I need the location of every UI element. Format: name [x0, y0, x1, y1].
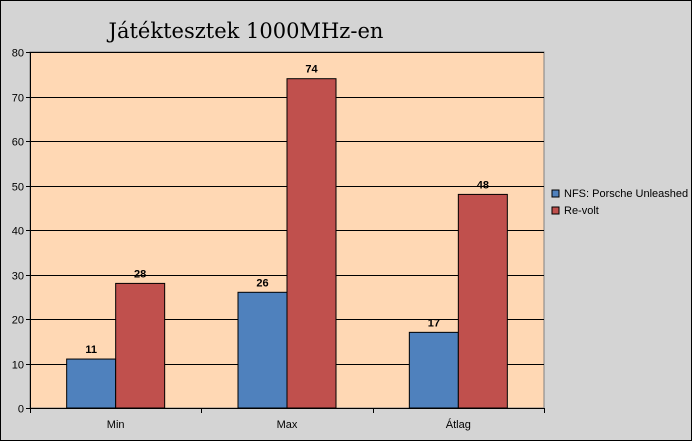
data-label: 26	[256, 277, 268, 289]
y-tick-label: 80	[12, 48, 24, 60]
y-tick-label: 0	[18, 404, 24, 416]
bar-revolt-1	[286, 78, 337, 409]
chart-title: Játéktesztek 1000MHz-en	[107, 19, 384, 43]
data-label: 17	[428, 317, 440, 329]
bar-nfs-2	[408, 331, 459, 409]
y-tick-label: 40	[12, 226, 24, 238]
x-tick-label: Max	[277, 419, 298, 431]
legend-swatch	[551, 189, 560, 198]
legend-label: NFS: Porsche Unleashed	[564, 188, 688, 200]
legend-swatch	[551, 206, 560, 215]
y-tick-label: 50	[12, 182, 24, 194]
data-label: 48	[477, 179, 489, 191]
x-tick-label: Min	[107, 419, 125, 431]
legend-label: Re-volt	[564, 205, 599, 217]
bar-revolt-0	[115, 282, 166, 409]
legend: NFS: Porsche Unleashed Re-volt	[551, 188, 688, 217]
plot-area: 0 10 20 30 40 50 60 70 80 11 28 Min 26 74 Max 17 48 Átlag	[12, 48, 545, 431]
y-tick-label: 30	[12, 271, 24, 283]
y-tick-label: 60	[12, 137, 24, 149]
bar-revolt-2	[457, 193, 508, 409]
bar-nfs-0	[66, 358, 117, 409]
data-label: 28	[134, 268, 146, 280]
data-label: 11	[85, 344, 97, 356]
y-tick-label: 10	[12, 360, 24, 372]
bar-nfs-1	[237, 291, 288, 409]
data-label: 74	[305, 64, 318, 76]
y-tick-label: 70	[12, 93, 24, 105]
y-tick-label: 20	[12, 315, 24, 327]
x-tick-label: Átlag	[446, 418, 471, 431]
